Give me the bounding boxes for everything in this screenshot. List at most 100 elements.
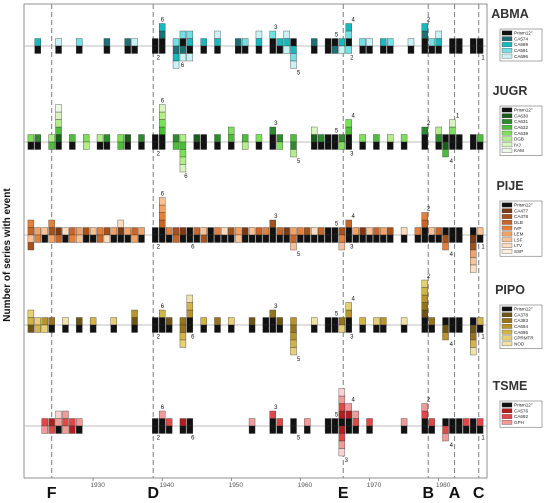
bar-segment-down	[241, 141, 249, 150]
count-label: 3	[345, 458, 349, 464]
bar-segment-down	[152, 45, 159, 54]
bar-segment-up	[214, 134, 221, 143]
bar-segment-up	[269, 38, 276, 47]
bar-segment-down	[387, 141, 394, 150]
bar-segment-up	[269, 418, 276, 427]
bar-segment-up	[214, 317, 221, 326]
bar-segment-up	[62, 418, 69, 427]
bar-segment-down	[165, 425, 173, 434]
bar-segment-down	[456, 234, 463, 243]
count-label: 5	[335, 312, 339, 318]
bar-segment-down	[117, 141, 124, 150]
bar-segment-down	[269, 324, 276, 333]
bar-segment-up	[449, 126, 456, 135]
bar-segment-up	[421, 38, 428, 47]
bar-segment-up	[159, 418, 166, 427]
bar-segment-up	[366, 38, 373, 47]
bar-segment-down	[235, 45, 242, 54]
bar-segment-up	[62, 227, 69, 236]
bar-segment-up	[456, 418, 463, 427]
bar-segment-down	[311, 141, 318, 150]
bar-segment-down	[172, 53, 180, 62]
bar-segment-down	[186, 45, 194, 54]
legends: ABMAPrism12°CA574CA589CA591CA696JUGRPris…	[491, 7, 543, 428]
bar-segment-down	[276, 425, 283, 434]
bar-segment-down	[269, 45, 276, 54]
bar-segment-up	[186, 302, 194, 311]
bar-segment-up	[262, 317, 270, 326]
bar-segment-down	[400, 141, 408, 150]
bar-segment-down	[428, 324, 435, 333]
x-axis: F D E B A C 1930 1940 1950 1960 1970 1980	[47, 478, 485, 502]
count-label: 1	[481, 245, 485, 251]
bar-segment-down	[76, 425, 83, 434]
bar-segment-up	[76, 227, 83, 236]
legend-swatch	[501, 408, 513, 414]
legend-entry: NOD	[514, 341, 525, 346]
bar-segment-down	[290, 60, 297, 69]
bar-segment-down	[380, 234, 387, 243]
bar-segment-up	[400, 227, 408, 236]
bar-segment-up	[269, 317, 276, 326]
bar-segment-down	[186, 425, 194, 434]
bar-segment-up	[345, 38, 352, 47]
bar-segment-down	[179, 234, 187, 243]
bar-segment-up	[428, 38, 435, 47]
bar-segment-up	[159, 317, 166, 326]
bar-segment-down	[470, 249, 477, 258]
bar-segment-up	[435, 38, 442, 47]
bar-segment-up	[435, 134, 442, 143]
bar-segment-up	[152, 317, 159, 326]
bar-segment-up	[152, 38, 159, 47]
legend-swatch	[501, 148, 513, 153]
bar-segment-down	[290, 234, 297, 243]
bar-segment-up	[269, 126, 276, 135]
legend-swatch	[501, 243, 513, 248]
bar-segment-down	[138, 141, 145, 150]
bar-segment-up	[34, 38, 41, 47]
bar-segment-up	[463, 418, 470, 427]
bar-segment-down	[435, 45, 442, 54]
bar-segment-down	[421, 45, 428, 54]
legend-swatch	[501, 335, 513, 341]
bar-segment-down	[290, 53, 297, 62]
bar-segment-down	[373, 234, 380, 243]
panel-title: PIJE	[496, 179, 523, 193]
bar-segment-up	[470, 134, 477, 143]
legend-pipo: PIPO Prism12°CA378CA383CA694CA695CPRMTRNO…	[495, 283, 543, 349]
legend-entry: GPH	[514, 420, 524, 425]
legend-swatch	[501, 318, 513, 323]
bar-segment-up	[200, 317, 207, 326]
bar-segment-down	[456, 141, 463, 150]
bar-segment-up	[359, 317, 366, 326]
bar-segment-up	[159, 227, 166, 236]
bar-segment-up	[456, 317, 463, 326]
bar-segment-up	[131, 38, 138, 47]
bar-segment-up	[421, 279, 428, 288]
bar-segment-down	[290, 149, 297, 158]
bar-segment-up	[55, 38, 62, 47]
bar-segment-down	[221, 234, 228, 243]
bar-segment-down	[345, 234, 352, 243]
bar-segment-up	[207, 227, 214, 236]
bar-segment-down	[435, 141, 442, 150]
bar-segment-down	[34, 45, 41, 54]
bar-segment-up	[241, 38, 249, 47]
bar-segment-down	[172, 45, 180, 54]
bar-segment-up	[421, 134, 428, 143]
bar-segment-up	[96, 227, 104, 236]
bar-segment-down	[331, 45, 339, 54]
bar-segment-down	[442, 425, 449, 434]
bar-segment-up	[159, 38, 166, 47]
bar-segment-down	[62, 234, 69, 243]
bar-segment-up	[338, 317, 346, 326]
bar-segment-down	[407, 45, 415, 54]
legend-swatch	[501, 306, 513, 312]
bar-segment-up	[311, 38, 318, 47]
bar-segment-up	[262, 227, 270, 236]
bar-segment-up	[387, 227, 394, 236]
bar-segment-up	[421, 403, 428, 412]
bar-segment-up	[221, 227, 228, 236]
bar-segment-down	[400, 234, 408, 243]
